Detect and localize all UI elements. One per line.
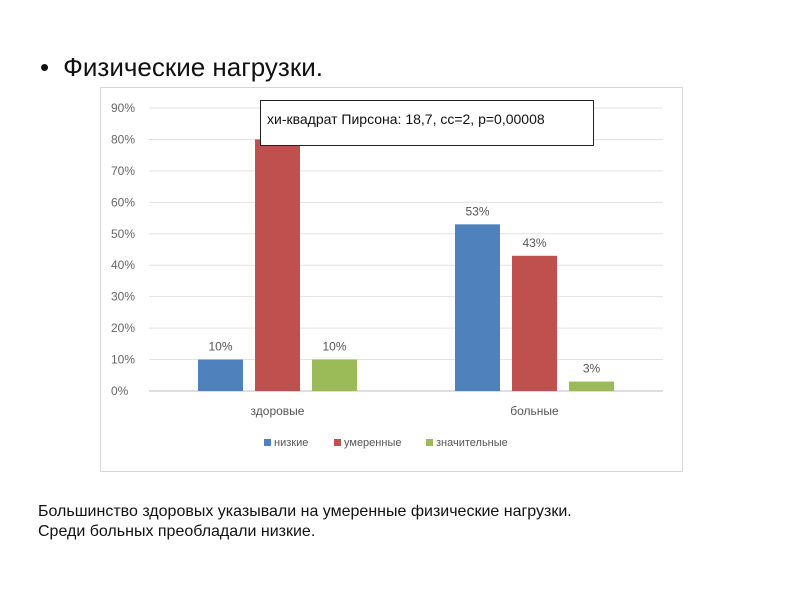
legend-label: умеренные [344, 437, 401, 449]
data-label: 53% [465, 204, 489, 218]
caption-line-2: Среди больных преобладали низкие. [38, 523, 316, 540]
bar-значительные-здоровые [312, 359, 357, 391]
data-label: 10% [322, 340, 346, 354]
data-label: 3% [583, 362, 601, 376]
bar-умеренные-больные [512, 255, 557, 391]
data-label: 10% [208, 340, 232, 354]
y-tick-label: 60% [111, 195, 135, 209]
bar-низкие-здоровые [198, 359, 243, 391]
title-bullet: • [40, 52, 50, 82]
legend-swatch [334, 439, 341, 446]
bar-низкие-больные [455, 224, 500, 391]
bar-значительные-больные [569, 381, 614, 391]
legend-swatch [264, 439, 271, 446]
bar-умеренные-здоровые [255, 139, 300, 391]
legend-swatch [426, 439, 433, 446]
category-label: больные [510, 404, 559, 418]
legend-label: низкие [274, 437, 308, 449]
y-tick-label: 70% [111, 164, 135, 178]
chart-frame: 0% 10% 20% 30% 40% 50% 60% 70% 80% 90% 10% 10% здоро… [100, 87, 683, 472]
y-tick-label: 0% [111, 384, 129, 398]
data-label: 43% [522, 236, 546, 250]
title-text: Физические нагрузки. [63, 52, 323, 82]
caption: Большинство здоровых указывали на умерен… [38, 502, 572, 542]
category-label: здоровые [251, 404, 305, 418]
statistics-annotation: хи-квадрат Пирсона: 18,7, сс=2, p=0,0000… [260, 100, 594, 146]
y-tick-label: 80% [111, 132, 135, 146]
caption-line-1: Большинство здоровых указывали на умерен… [38, 503, 572, 520]
y-tick-label: 40% [111, 258, 135, 272]
y-tick-label: 90% [111, 101, 135, 115]
y-tick-label: 20% [111, 321, 135, 335]
legend-label: значительные [436, 437, 508, 449]
y-tick-label: 30% [111, 290, 135, 304]
slide-title: • Физические нагрузки. [40, 50, 323, 90]
bar-chart: 0% 10% 20% 30% 40% 50% 60% 70% 80% 90% 10% 10% здоро… [111, 101, 663, 449]
y-tick-label: 50% [111, 227, 135, 241]
y-tick-label: 10% [111, 353, 135, 367]
